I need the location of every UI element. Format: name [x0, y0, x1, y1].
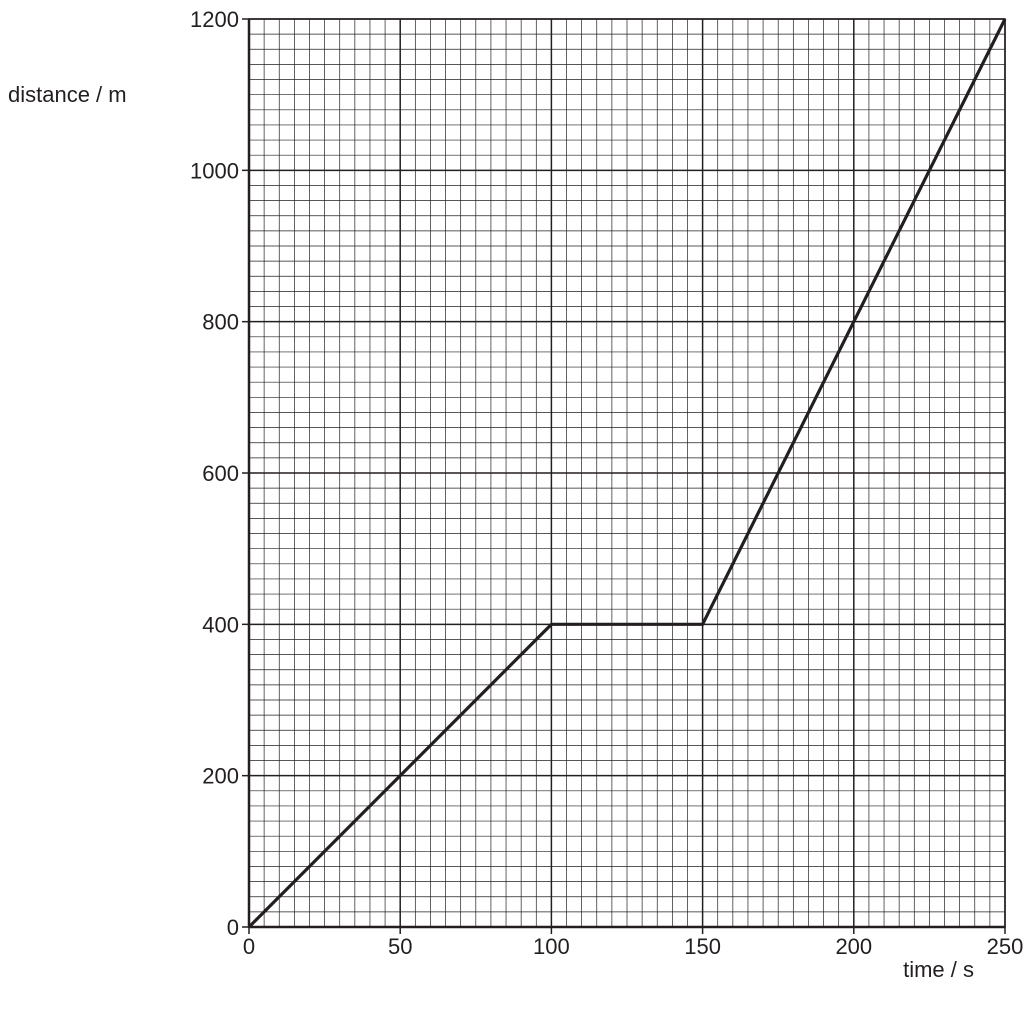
x-axis-label: time / s: [903, 957, 974, 982]
y-tick-label: 400: [202, 612, 239, 637]
x-tick-label: 100: [533, 934, 570, 959]
y-tick-label: 1000: [190, 158, 239, 183]
x-tick-label: 200: [835, 934, 872, 959]
series-layer: [247, 18, 1007, 929]
x-tick-label: 250: [987, 934, 1024, 959]
y-tick-label: 600: [202, 461, 239, 486]
x-tick-label: 50: [388, 934, 412, 959]
axes: [242, 18, 1006, 934]
y-tick-labels: 0 200 400 600 800 1000 1200: [190, 7, 239, 940]
y-tick-label: 200: [202, 764, 239, 789]
x-tick-label: 0: [243, 934, 255, 959]
y-tick-label: 0: [227, 915, 239, 940]
y-tick-label: 1200: [190, 7, 239, 32]
y-tick-label: 800: [202, 310, 239, 335]
x-tick-labels: 0 50 100 150 200 250: [243, 934, 1023, 959]
series-line: [247, 18, 1007, 929]
x-tick-label: 150: [684, 934, 721, 959]
y-axis-label: distance / m: [8, 82, 127, 107]
